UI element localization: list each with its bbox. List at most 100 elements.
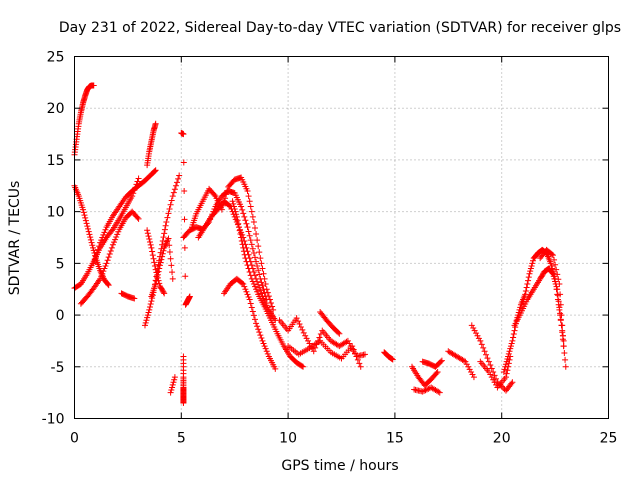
data-point	[505, 353, 512, 360]
data-point	[257, 332, 264, 339]
data-point	[164, 214, 171, 221]
data-point	[300, 363, 307, 370]
data-point	[257, 255, 264, 262]
data-point	[438, 357, 445, 364]
data-point	[265, 293, 272, 300]
data-point	[82, 214, 89, 221]
data-point	[303, 335, 310, 342]
data-point	[240, 248, 247, 255]
data-point	[90, 260, 97, 267]
data-point	[262, 345, 269, 352]
data-point	[114, 231, 121, 238]
data-point	[158, 256, 165, 263]
data-point	[550, 273, 557, 280]
data-point	[99, 270, 106, 277]
data-point	[487, 362, 494, 369]
data-point	[485, 368, 492, 375]
data-point	[558, 312, 565, 319]
data-point	[493, 381, 500, 388]
data-point	[142, 319, 149, 326]
data-point	[525, 274, 532, 281]
data-point	[169, 381, 176, 388]
data-point	[553, 266, 560, 273]
data-point	[163, 218, 170, 225]
data-point	[242, 255, 249, 262]
x-axis-label: GPS time / hours	[281, 458, 398, 474]
data-point	[504, 356, 511, 363]
data-point	[253, 286, 260, 293]
data-point	[302, 332, 309, 339]
data-point	[166, 242, 173, 249]
data-point	[487, 371, 494, 378]
data-point	[501, 366, 508, 373]
data-point	[180, 399, 187, 406]
data-point	[354, 356, 361, 363]
data-point	[470, 374, 477, 381]
data-point	[245, 228, 252, 235]
data-point	[433, 370, 440, 377]
data-point	[161, 226, 168, 233]
data-point	[477, 337, 484, 344]
data-point	[152, 120, 159, 127]
data-point	[510, 331, 517, 338]
data-point	[557, 301, 564, 308]
data-point	[507, 343, 514, 350]
data-point	[268, 300, 275, 307]
data-point	[248, 304, 255, 311]
data-point	[240, 244, 247, 251]
data-point	[234, 217, 241, 224]
series-arc-31	[537, 246, 567, 350]
series-arc-18	[229, 198, 307, 370]
y-tick-label: -5	[51, 360, 65, 376]
data-point	[469, 371, 476, 378]
data-point	[559, 322, 566, 329]
data-point	[249, 308, 256, 315]
data-point	[508, 340, 515, 347]
data-point	[254, 323, 261, 330]
data-point	[144, 227, 151, 234]
data-point	[161, 230, 168, 237]
series-arc-28	[477, 353, 514, 391]
data-point	[81, 212, 88, 219]
data-point	[105, 282, 112, 289]
data-point	[249, 213, 256, 220]
data-point	[233, 211, 240, 218]
data-point	[166, 206, 173, 213]
data-point	[507, 345, 514, 352]
data-point	[241, 251, 248, 258]
data-point	[435, 388, 442, 395]
data-point	[523, 284, 530, 291]
data-point	[510, 334, 517, 341]
series-arc-11	[167, 374, 178, 396]
data-point	[104, 257, 111, 264]
data-point	[144, 314, 151, 321]
data-point	[559, 332, 566, 339]
data-point	[168, 197, 175, 204]
data-point	[481, 348, 488, 355]
data-point	[243, 258, 250, 265]
data-point	[145, 309, 152, 316]
data-point	[509, 337, 516, 344]
data-point	[346, 340, 353, 347]
data-point	[99, 234, 106, 241]
data-point	[167, 389, 174, 396]
data-point	[167, 255, 174, 262]
data-point	[256, 249, 263, 256]
data-point	[244, 187, 251, 194]
data-point	[180, 159, 187, 166]
data-point	[423, 386, 430, 393]
data-point	[148, 244, 155, 251]
data-point	[475, 335, 482, 342]
data-point	[336, 330, 343, 337]
data-point	[245, 293, 252, 300]
data-point	[389, 356, 396, 363]
data-point	[298, 363, 305, 370]
data-point	[555, 298, 562, 305]
data-point	[160, 247, 167, 254]
data-point	[237, 231, 244, 238]
data-point	[522, 287, 529, 294]
data-point	[149, 248, 156, 255]
data-point	[84, 223, 91, 230]
data-point	[242, 286, 249, 293]
data-point	[82, 217, 89, 224]
